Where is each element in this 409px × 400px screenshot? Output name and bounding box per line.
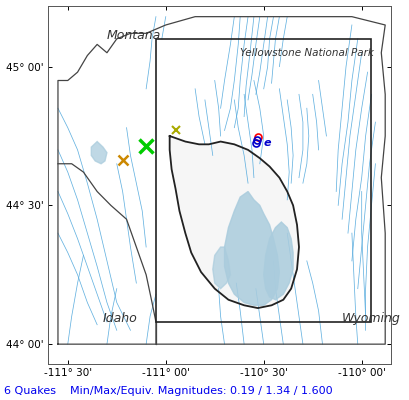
- Text: Montana: Montana: [107, 29, 161, 42]
- Polygon shape: [91, 142, 107, 164]
- Polygon shape: [169, 136, 298, 308]
- Polygon shape: [212, 247, 230, 289]
- Text: Wyoming: Wyoming: [341, 312, 400, 325]
- Text: Idaho: Idaho: [103, 312, 137, 325]
- Polygon shape: [58, 17, 384, 344]
- Bar: [155, 39, 371, 322]
- Text: e: e: [263, 138, 271, 148]
- Polygon shape: [263, 222, 292, 300]
- Text: 6 Quakes    Min/Max/Equiv. Magnitudes: 0.19 / 1.34 / 1.600: 6 Quakes Min/Max/Equiv. Magnitudes: 0.19…: [4, 386, 332, 396]
- Polygon shape: [224, 192, 279, 305]
- Text: Yellowstone National Park: Yellowstone National Park: [240, 48, 373, 58]
